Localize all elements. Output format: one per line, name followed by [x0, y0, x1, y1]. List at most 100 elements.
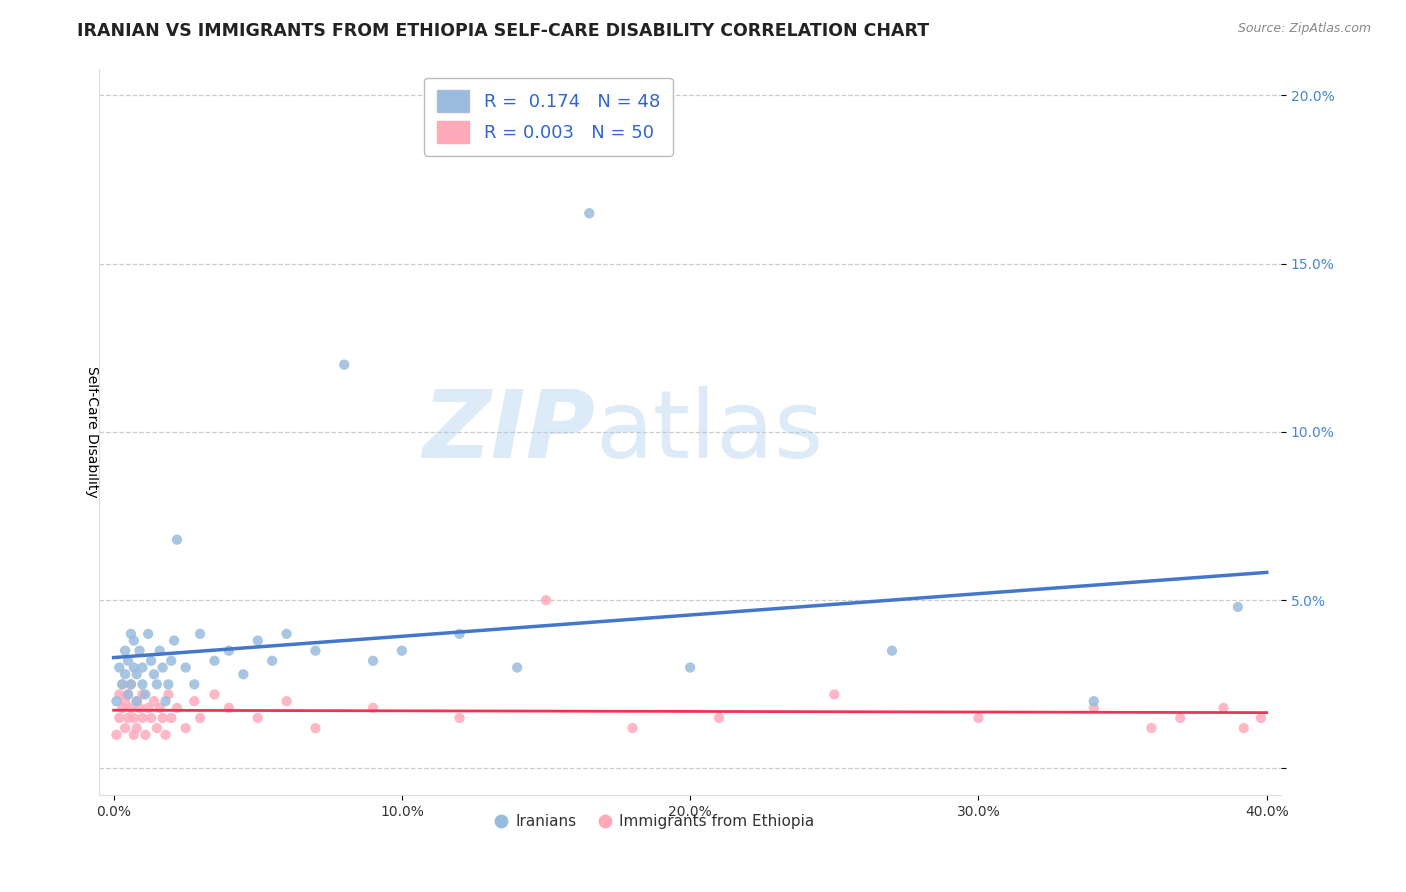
Point: [122, 633, 145, 648]
Text: ZIP: ZIP: [423, 386, 596, 478]
Point: [880, 643, 903, 657]
Point: [621, 721, 644, 735]
Point: [188, 627, 211, 641]
Point: [125, 694, 148, 708]
Point: [114, 694, 136, 708]
Point: [157, 688, 180, 702]
Point: [166, 701, 188, 715]
Point: [131, 660, 153, 674]
Point: [143, 667, 166, 681]
Point: [1168, 711, 1191, 725]
Point: [232, 667, 254, 681]
Point: [155, 694, 177, 708]
Point: [128, 701, 150, 715]
Point: [276, 627, 298, 641]
Point: [361, 701, 384, 715]
Point: [114, 643, 136, 657]
Point: [139, 711, 162, 725]
Point: [204, 654, 226, 668]
Point: [707, 711, 730, 725]
Point: [160, 654, 183, 668]
Point: [174, 721, 197, 735]
Point: [1083, 694, 1105, 708]
Point: [117, 654, 139, 668]
Point: [304, 721, 326, 735]
Point: [117, 688, 139, 702]
Point: [152, 660, 174, 674]
Point: [120, 677, 142, 691]
Point: [246, 711, 269, 725]
Point: [155, 728, 177, 742]
Point: [188, 711, 211, 725]
Point: [143, 694, 166, 708]
Point: [391, 643, 413, 657]
Point: [262, 654, 284, 668]
Point: [506, 660, 529, 674]
Point: [183, 677, 205, 691]
Point: [146, 677, 169, 691]
Point: [1250, 711, 1272, 725]
Point: [166, 533, 188, 547]
Point: [276, 694, 298, 708]
Point: [449, 711, 471, 725]
Point: [125, 694, 148, 708]
Point: [823, 688, 845, 702]
Point: [333, 358, 356, 372]
Point: [1140, 721, 1163, 735]
Point: [1083, 701, 1105, 715]
Point: [204, 688, 226, 702]
Point: [117, 688, 139, 702]
Text: IRANIAN VS IMMIGRANTS FROM ETHIOPIA SELF-CARE DISABILITY CORRELATION CHART: IRANIAN VS IMMIGRANTS FROM ETHIOPIA SELF…: [77, 22, 929, 40]
Point: [125, 721, 148, 735]
Point: [111, 677, 134, 691]
Point: [111, 677, 134, 691]
Point: [125, 667, 148, 681]
Text: Source: ZipAtlas.com: Source: ZipAtlas.com: [1237, 22, 1371, 36]
Point: [120, 701, 142, 715]
Point: [131, 688, 153, 702]
Point: [114, 721, 136, 735]
Point: [218, 643, 240, 657]
Point: [128, 643, 150, 657]
Point: [108, 711, 131, 725]
Text: atlas: atlas: [596, 386, 824, 478]
Point: [163, 633, 186, 648]
Point: [1233, 721, 1256, 735]
Point: [149, 701, 172, 715]
Point: [105, 694, 128, 708]
Point: [967, 711, 990, 725]
Point: [304, 643, 326, 657]
Y-axis label: Self-Care Disability: Self-Care Disability: [86, 366, 100, 498]
Point: [131, 677, 153, 691]
Point: [122, 728, 145, 742]
Point: [136, 701, 159, 715]
Point: [120, 627, 142, 641]
Point: [114, 667, 136, 681]
Point: [679, 660, 702, 674]
Point: [108, 660, 131, 674]
Point: [139, 654, 162, 668]
Point: [246, 633, 269, 648]
Point: [174, 660, 197, 674]
Point: [146, 721, 169, 735]
Point: [157, 677, 180, 691]
Point: [449, 627, 471, 641]
Point: [1226, 599, 1249, 614]
Point: [534, 593, 557, 607]
Point: [105, 728, 128, 742]
Point: [152, 711, 174, 725]
Point: [131, 711, 153, 725]
Point: [134, 728, 156, 742]
Legend: Iranians, Immigrants from Ethiopia: Iranians, Immigrants from Ethiopia: [489, 808, 820, 835]
Point: [122, 711, 145, 725]
Point: [1212, 701, 1234, 715]
Point: [361, 654, 384, 668]
Point: [117, 711, 139, 725]
Point: [108, 688, 131, 702]
Point: [183, 694, 205, 708]
Point: [136, 627, 159, 641]
Point: [122, 660, 145, 674]
Point: [120, 677, 142, 691]
Point: [111, 701, 134, 715]
Point: [134, 688, 156, 702]
